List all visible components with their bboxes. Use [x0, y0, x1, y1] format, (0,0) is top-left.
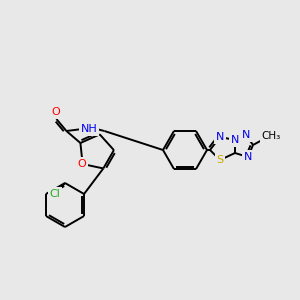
Text: N: N — [242, 130, 250, 140]
Text: N: N — [216, 132, 224, 142]
Text: N: N — [231, 135, 239, 145]
Text: O: O — [51, 107, 60, 117]
Text: NH: NH — [81, 124, 98, 134]
Text: O: O — [77, 159, 86, 169]
Text: S: S — [216, 155, 224, 165]
Text: CH₃: CH₃ — [261, 131, 280, 141]
Text: N: N — [244, 152, 252, 162]
Text: Cl: Cl — [50, 189, 60, 199]
